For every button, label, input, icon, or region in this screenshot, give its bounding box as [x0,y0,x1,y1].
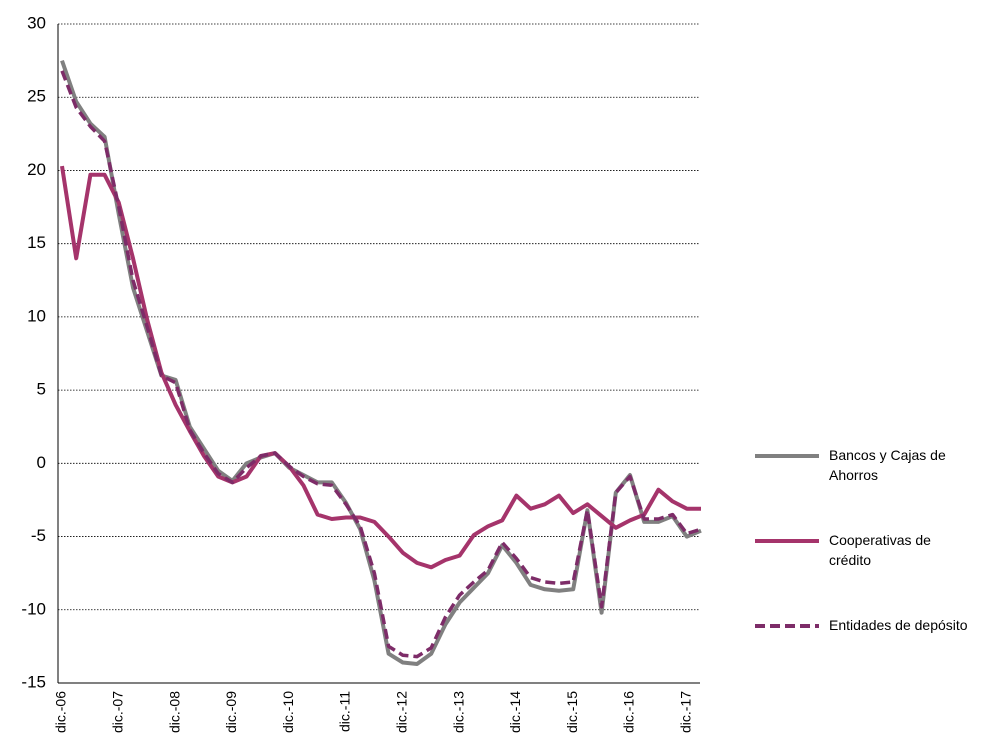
x-tick-label: dic.-10 [280,691,296,733]
legend-swatch [755,539,819,543]
legend: Bancos y Cajas de Ahorros Cooperativas de… [755,445,995,700]
legend-item: Cooperativas de crédito [755,530,995,615]
y-tick-label: 5 [37,380,46,399]
y-tick-label: 10 [27,306,46,325]
y-tick-label: 20 [27,160,46,179]
x-tick-label: dic.-15 [564,691,580,733]
x-tick-label: dic.-08 [166,691,182,733]
x-tick-label: dic.-17 [678,691,694,733]
y-tick-label: 15 [27,233,46,252]
legend-label: Cooperativas de crédito [829,532,931,568]
x-tick-label: dic.-13 [450,691,466,733]
legend-item: Bancos y Cajas de Ahorros [755,445,995,530]
series-line [60,70,702,659]
x-tick-label: dic.-06 [53,691,69,733]
y-tick-label: 0 [37,453,46,472]
y-tick-label: -10 [21,599,46,618]
series-line [60,165,701,570]
x-tick-label: dic.-14 [507,691,523,733]
y-tick-label: -15 [21,672,46,691]
legend-swatch [755,624,819,628]
legend-swatch [755,454,819,458]
legend-item: Entidades de depósito [755,615,995,700]
x-tick-label: dic.-11 [337,691,353,732]
x-tick-label: dic.-09 [223,691,239,733]
x-tick-label: dic.-07 [110,691,126,733]
y-tick-label: 25 [27,87,46,106]
y-tick-label: 30 [27,13,46,32]
legend-label: Bancos y Cajas de Ahorros [829,447,946,483]
x-tick-label: dic.-12 [394,691,410,733]
x-tick-label: dic.-16 [621,691,637,733]
y-tick-label: -5 [31,526,46,545]
legend-label: Entidades de depósito [829,617,968,633]
